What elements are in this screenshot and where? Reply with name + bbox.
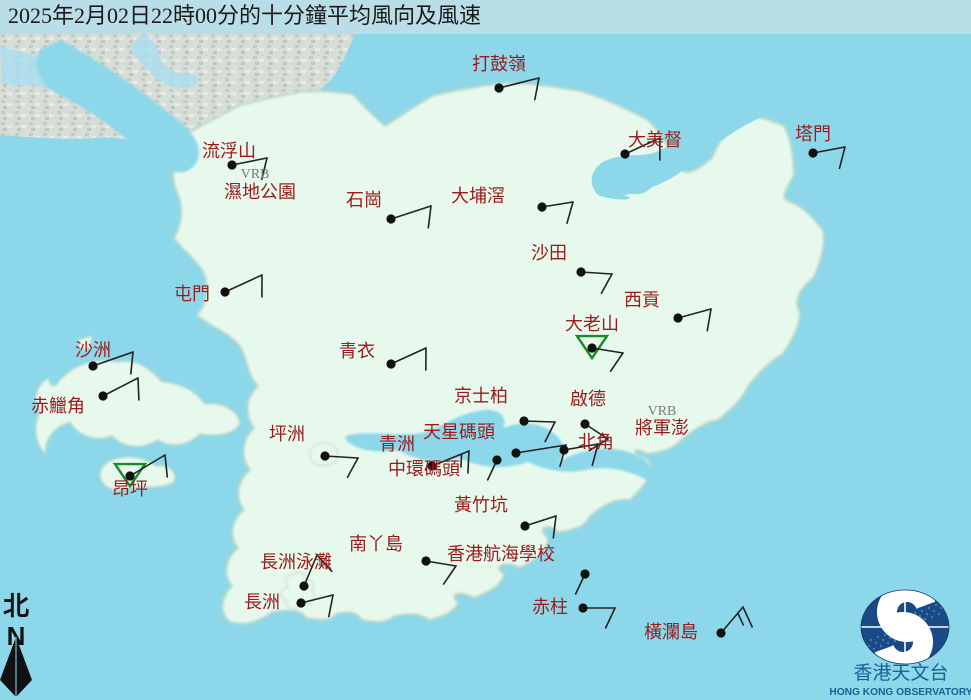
- svg-text:赤鱲角: 赤鱲角: [31, 396, 85, 416]
- svg-text:北角: 北角: [578, 432, 614, 452]
- svg-text:中環碼頭: 中環碼頭: [388, 459, 460, 479]
- svg-text:黃竹坑: 黃竹坑: [454, 495, 508, 515]
- svg-text:2025年2月02日22時00分的十分鐘平均風向及風速: 2025年2月02日22時00分的十分鐘平均風向及風速: [8, 3, 481, 28]
- svg-text:長洲泳灘: 長洲泳灘: [260, 552, 332, 572]
- svg-text:HONG KONG OBSERVATORY: HONG KONG OBSERVATORY: [829, 687, 971, 698]
- svg-text:坪洲: 坪洲: [269, 424, 305, 444]
- svg-text:西貢: 西貢: [624, 290, 660, 310]
- svg-text:昂坪: 昂坪: [112, 479, 148, 499]
- svg-text:長洲: 長洲: [244, 592, 280, 612]
- svg-text:將軍澎: 將軍澎: [635, 418, 689, 438]
- svg-text:青衣: 青衣: [339, 341, 375, 361]
- svg-text:天星碼頭: 天星碼頭: [423, 422, 495, 442]
- svg-text:沙田: 沙田: [531, 243, 567, 263]
- svg-text:香港航海學校: 香港航海學校: [447, 544, 555, 564]
- svg-text:青洲: 青洲: [379, 434, 415, 454]
- svg-text:石崗: 石崗: [346, 190, 382, 210]
- svg-text:VRB: VRB: [241, 167, 270, 182]
- svg-text:塔門: 塔門: [795, 124, 831, 144]
- svg-text:大老山: 大老山: [565, 314, 619, 334]
- svg-text:流浮山: 流浮山: [202, 141, 256, 161]
- svg-text:打鼓嶺: 打鼓嶺: [472, 54, 526, 74]
- svg-text:沙洲: 沙洲: [75, 340, 111, 360]
- svg-text:北: 北: [3, 592, 29, 621]
- svg-text:屯門: 屯門: [174, 284, 210, 304]
- svg-text:VRB: VRB: [648, 404, 677, 419]
- svg-text:南丫島: 南丫島: [349, 534, 403, 554]
- svg-text:香港天文台: 香港天文台: [853, 662, 948, 684]
- svg-text:大埔滘: 大埔滘: [451, 186, 505, 206]
- svg-text:大美督: 大美督: [628, 130, 682, 150]
- svg-text:濕地公園: 濕地公園: [224, 182, 296, 202]
- svg-text:京士柏: 京士柏: [454, 386, 508, 406]
- svg-text:赤柱: 赤柱: [532, 597, 568, 617]
- svg-text:啟德: 啟德: [570, 389, 606, 409]
- svg-text:橫瀾島: 橫瀾島: [644, 622, 698, 642]
